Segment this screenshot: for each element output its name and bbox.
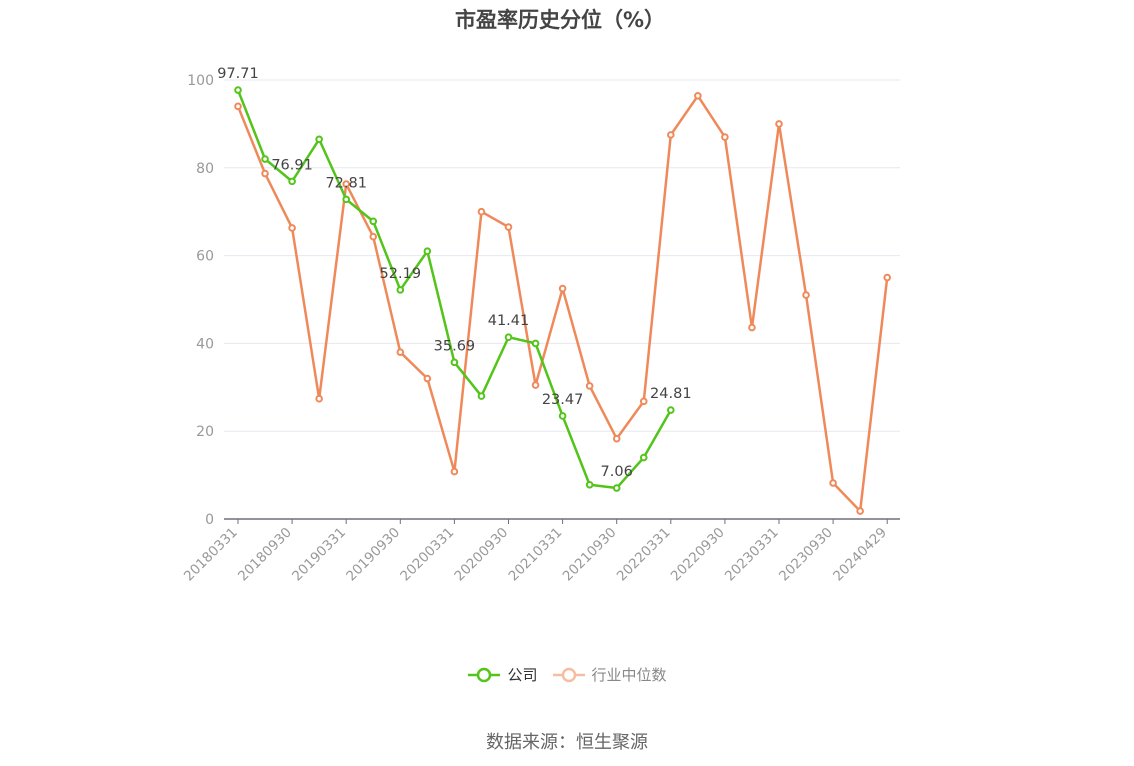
x-tick-label: 20180331 xyxy=(181,525,241,585)
series-line-industry xyxy=(236,94,889,513)
x-tick-label: 20210930 xyxy=(560,525,620,585)
y-tick-label: 0 xyxy=(205,512,214,528)
data-point-company xyxy=(558,412,567,420)
data-point-industry xyxy=(802,291,810,299)
x-tick-label: 20200331 xyxy=(397,525,457,585)
data-point-company xyxy=(667,406,675,414)
y-tick-label: 20 xyxy=(196,424,214,440)
data-point-industry xyxy=(721,133,729,141)
legend-label-industry: 行业中位数 xyxy=(591,666,667,684)
data-point-industry xyxy=(261,169,269,178)
data-label: 72.81 xyxy=(325,175,367,191)
data-point-industry xyxy=(883,273,892,282)
data-point-company xyxy=(612,484,621,492)
data-point-industry xyxy=(612,434,621,443)
y-tick-label: 40 xyxy=(196,336,214,352)
x-tick-label: 20210331 xyxy=(506,525,566,585)
data-point-company xyxy=(396,286,405,294)
x-tick-label: 20180930 xyxy=(235,525,295,585)
data-point-industry xyxy=(288,224,296,232)
data-point-industry xyxy=(531,381,540,389)
legend-company-marker-icon xyxy=(468,667,501,682)
data-point-company xyxy=(504,333,513,342)
y-tick-label: 100 xyxy=(187,73,214,89)
data-point-industry xyxy=(315,394,323,403)
data-point-company xyxy=(531,339,540,348)
data-point-industry xyxy=(342,180,351,188)
data-point-industry xyxy=(667,131,675,139)
data-point-industry xyxy=(234,102,242,111)
data-label: 52.19 xyxy=(380,266,422,282)
y-tick-label: 80 xyxy=(196,161,214,177)
data-point-industry xyxy=(450,467,459,476)
line-chart: 0 20 40 60 80 100 2018033120180930201903312019… xyxy=(181,66,900,585)
data-source: 数据来源：恒生聚源 xyxy=(486,732,648,753)
data-point-company xyxy=(261,155,269,163)
data-label: 41.41 xyxy=(488,313,530,329)
data-point-company xyxy=(369,217,378,226)
data-point-industry xyxy=(504,223,513,231)
data-point-industry xyxy=(423,374,432,383)
data-point-company xyxy=(288,177,296,186)
data-point-company xyxy=(315,135,323,144)
data-point-company xyxy=(423,247,432,256)
data-point-company xyxy=(342,195,351,204)
x-tick-label: 20230331 xyxy=(722,525,782,585)
data-point-industry xyxy=(369,232,378,241)
data-label: 24.81 xyxy=(650,386,692,402)
data-point-company xyxy=(639,453,648,462)
data-point-industry xyxy=(396,348,405,356)
legend-item-company[interactable]: 公司 xyxy=(467,664,538,685)
chart-title: 市盈率历史分位（%） xyxy=(454,8,666,32)
data-point-industry xyxy=(775,120,783,128)
x-tick-label: 20200930 xyxy=(451,525,511,585)
x-tick-label: 20240429 xyxy=(830,525,890,585)
data-label: 97.71 xyxy=(217,66,259,82)
data-label: 76.91 xyxy=(271,157,313,173)
y-tick-label: 60 xyxy=(196,249,214,265)
data-point-company xyxy=(477,392,486,400)
legend-label-company: 公司 xyxy=(507,666,538,684)
legend-item-industry[interactable]: 行业中位数 xyxy=(552,664,667,685)
data-point-company xyxy=(450,358,459,367)
data-label: 7.06 xyxy=(601,464,633,480)
data-point-company xyxy=(234,86,242,94)
data-point-industry xyxy=(748,323,756,332)
data-point-industry xyxy=(585,382,594,390)
data-point-industry xyxy=(694,92,702,100)
data-point-industry xyxy=(477,207,486,216)
legend: 公司 行业中位数 xyxy=(0,664,1134,685)
data-label: 23.47 xyxy=(542,392,584,408)
data-point-industry xyxy=(829,479,837,487)
data-point-company xyxy=(585,480,594,489)
data-point-industry xyxy=(639,397,648,406)
x-tick-label: 20220930 xyxy=(668,525,728,585)
x-tick-label: 20220331 xyxy=(614,525,674,585)
data-label: 35.69 xyxy=(434,338,476,354)
data-point-industry xyxy=(856,507,864,515)
x-tick-label: 20190930 xyxy=(343,525,403,585)
x-tick-label: 20230930 xyxy=(776,525,836,585)
legend-industry-marker-icon xyxy=(552,667,585,682)
data-point-industry xyxy=(558,284,567,293)
x-tick-label: 20190331 xyxy=(289,525,349,585)
